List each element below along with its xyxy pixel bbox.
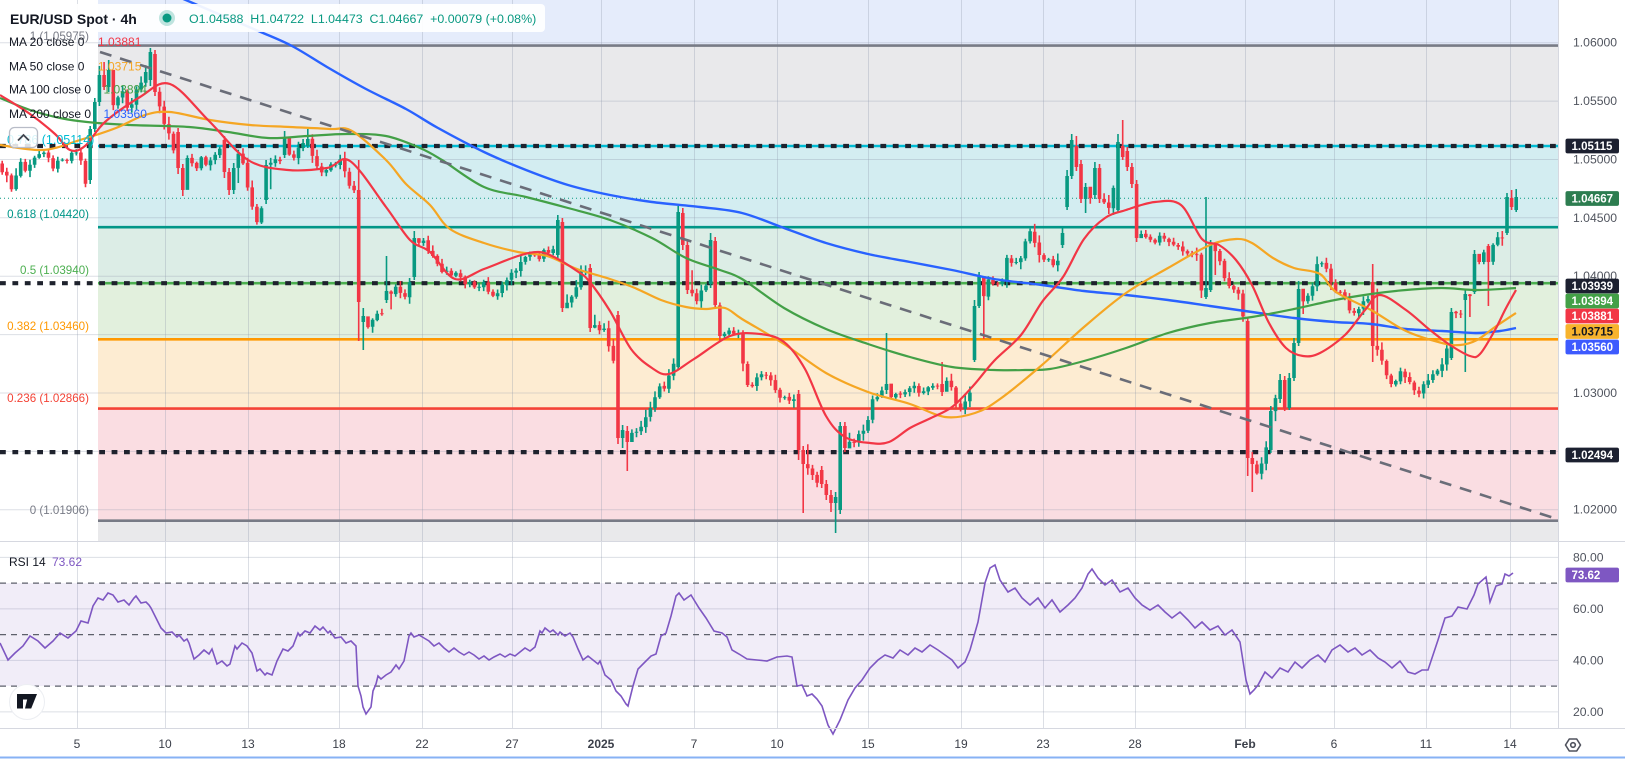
svg-text:MA 100 close 0: MA 100 close 0 [9,82,91,96]
svg-text:O1.04588 H1.04722 L1.04473: O1.04588 H1.04722 L1.04473 C1.04667 +0.0… [189,12,536,26]
svg-text:28: 28 [1128,737,1142,751]
svg-text:40.00: 40.00 [1573,653,1604,667]
svg-text:1.03894: 1.03894 [1572,296,1614,308]
svg-text:60.00: 60.00 [1573,602,1604,616]
svg-text:27: 27 [505,737,519,751]
svg-text:7: 7 [691,737,698,751]
svg-text:1.04667: 1.04667 [1572,194,1614,206]
svg-text:6: 6 [1331,737,1338,751]
svg-text:80.00: 80.00 [1573,550,1604,564]
svg-text:0 (1.01906): 0 (1.01906) [30,504,89,517]
svg-text:1.03894: 1.03894 [104,82,148,96]
svg-text:19: 19 [954,737,968,751]
svg-text:1.06000: 1.06000 [1573,36,1617,50]
svg-text:Feb: Feb [1234,737,1255,751]
svg-text:1.05000: 1.05000 [1573,153,1617,167]
svg-text:0.618 (1.04420): 0.618 (1.04420) [7,208,89,221]
svg-text:MA 20 close 0: MA 20 close 0 [9,35,85,49]
svg-text:1.03560: 1.03560 [1572,342,1614,354]
svg-text:1.02000: 1.02000 [1573,503,1617,517]
svg-text:73.62: 73.62 [52,555,82,569]
svg-text:11: 11 [1420,737,1433,751]
svg-text:1.02494: 1.02494 [1572,450,1614,462]
svg-text:22: 22 [415,737,429,751]
svg-text:10: 10 [770,737,784,751]
svg-text:MA 200 close 0: MA 200 close 0 [9,107,91,121]
svg-text:0.5 (1.03940): 0.5 (1.03940) [20,264,89,277]
svg-text:14: 14 [1503,737,1517,751]
svg-text:1 (1.05975): 1 (1.05975) [30,30,89,43]
svg-text:1.05115: 1.05115 [1572,141,1614,153]
svg-text:1.04500: 1.04500 [1573,211,1617,225]
svg-text:1.03560: 1.03560 [104,107,148,121]
svg-text:15: 15 [861,737,875,751]
svg-text:10: 10 [158,737,172,751]
svg-text:2025: 2025 [588,737,615,751]
svg-text:13: 13 [241,737,255,751]
svg-text:1.03881: 1.03881 [98,35,142,49]
svg-text:1.05500: 1.05500 [1573,94,1617,108]
svg-text:73.62: 73.62 [1572,570,1601,582]
svg-text:0.236 (1.02866): 0.236 (1.02866) [7,392,89,405]
svg-text:1.03881: 1.03881 [1572,311,1614,323]
svg-text:20.00: 20.00 [1573,705,1604,719]
svg-text:5: 5 [74,737,81,751]
svg-text:1.03715: 1.03715 [98,59,142,73]
svg-text:1.03939: 1.03939 [1572,281,1614,293]
svg-text:0.382 (1.03460): 0.382 (1.03460) [7,320,89,333]
svg-text:1.03000: 1.03000 [1573,386,1617,400]
svg-text:18: 18 [332,737,346,751]
svg-text:23: 23 [1036,737,1050,751]
svg-text:1.03715: 1.03715 [1572,327,1614,339]
svg-text:RSI 14: RSI 14 [9,555,46,569]
svg-text:EUR/USD Spot · 4h: EUR/USD Spot · 4h [10,11,137,27]
svg-text:MA 50 close 0: MA 50 close 0 [9,59,85,73]
